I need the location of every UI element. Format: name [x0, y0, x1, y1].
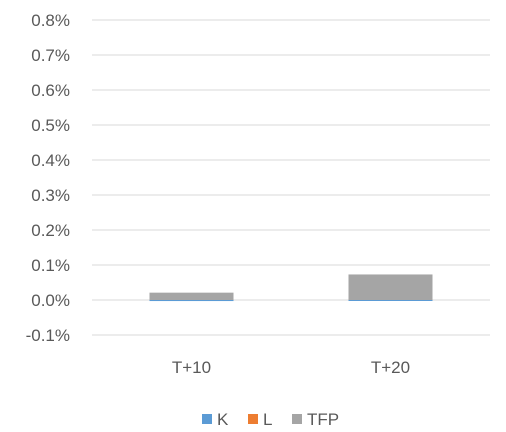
- y-tick-label: 0.6%: [31, 81, 70, 100]
- legend-label-k: K: [217, 410, 229, 429]
- y-tick-label: 0.1%: [31, 256, 70, 275]
- y-tick-label: -0.1%: [26, 326, 70, 345]
- x-tick-label: T+20: [371, 358, 410, 377]
- y-axis-tick-labels: -0.1% 0.0% 0.1% 0.2% 0.3% 0.4% 0.5% 0.6% 0.7% 0.8…: [26, 11, 70, 345]
- y-tick-label: 0.4%: [31, 151, 70, 170]
- y-tick-label: 0.5%: [31, 116, 70, 135]
- bar-tfp-tplus20: [348, 274, 433, 300]
- y-tick-label: 0.3%: [31, 186, 70, 205]
- bar-k-tplus10: [149, 300, 234, 302]
- legend: K L TFP: [202, 410, 339, 429]
- y-tick-label: 0.2%: [31, 221, 70, 240]
- bar-tfp-tplus10: [149, 292, 234, 300]
- y-tick-label: 0.0%: [31, 291, 70, 310]
- y-tick-label: 0.7%: [31, 46, 70, 65]
- bar-k-tplus20: [348, 300, 433, 301]
- bars: [149, 274, 433, 302]
- legend-swatch-l: [248, 414, 258, 424]
- legend-label-l: L: [263, 410, 272, 429]
- x-tick-label: T+10: [172, 358, 211, 377]
- x-axis-tick-labels: T+10 T+20: [172, 358, 410, 377]
- legend-swatch-tfp: [292, 414, 302, 424]
- legend-label-tfp: TFP: [307, 410, 339, 429]
- legend-swatch-k: [202, 414, 212, 424]
- y-tick-label: 0.8%: [31, 11, 70, 30]
